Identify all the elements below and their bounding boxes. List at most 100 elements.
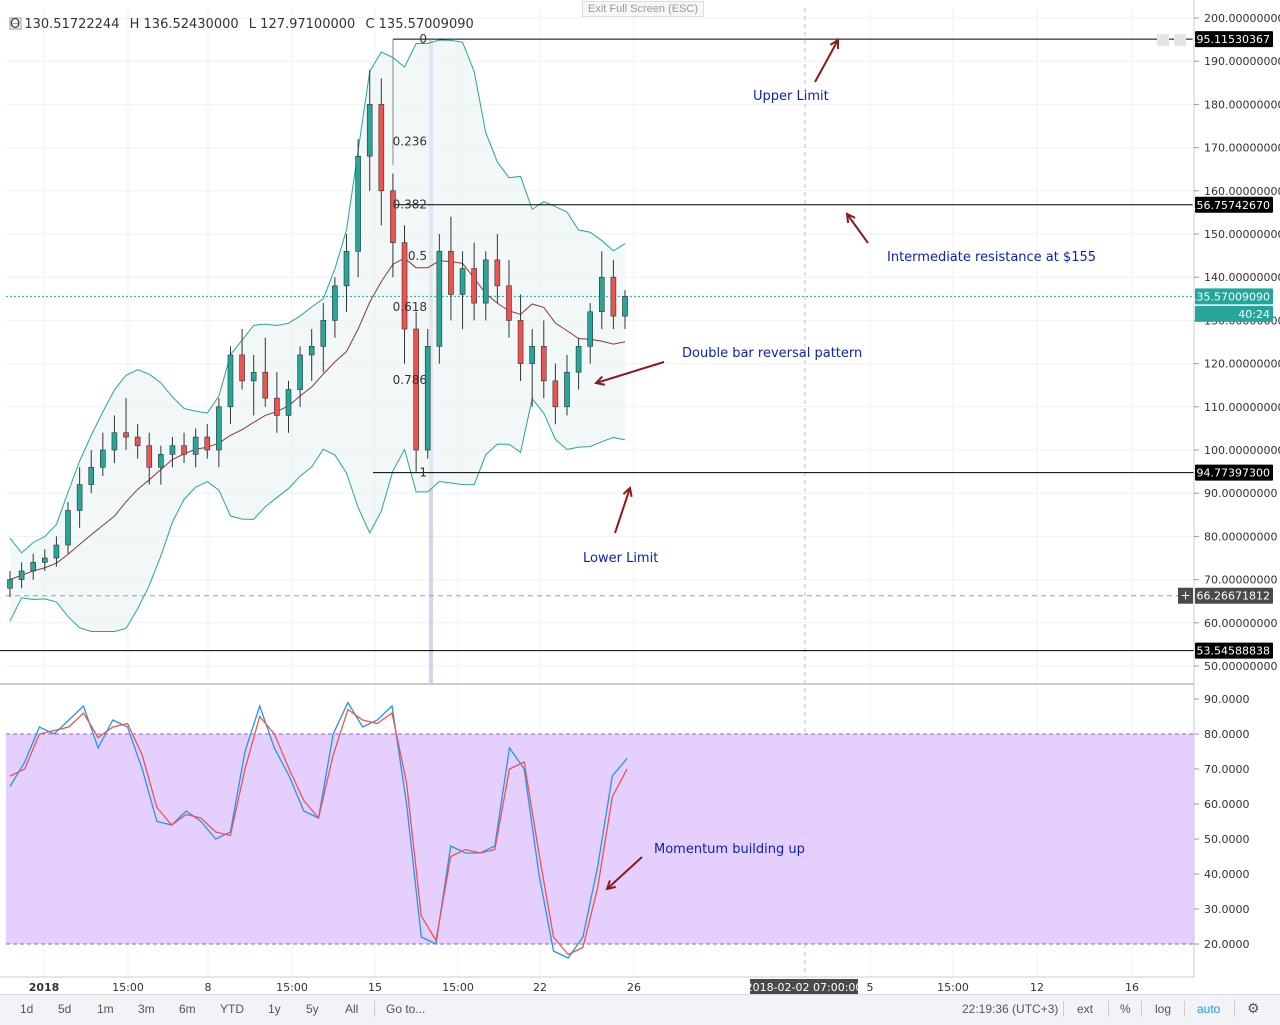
- candle-body: [552, 380, 559, 408]
- candle: [378, 78, 385, 226]
- candle: [30, 553, 37, 580]
- candle: [250, 354, 257, 416]
- ext-toggle[interactable]: ext: [1077, 1002, 1094, 1016]
- close-value: C 135.57009090: [365, 17, 474, 32]
- fib-level-label: 0.786: [393, 373, 427, 387]
- arrow-head: [845, 212, 856, 224]
- candle-body: [332, 285, 338, 321]
- fibonacci-retracement[interactable]: 0 0.236 0.382 0.5 0.618 0.786 1: [392, 32, 427, 480]
- candle-body: [366, 104, 373, 157]
- price-tick-label: 160.00000000: [1204, 185, 1280, 198]
- candle-body: [204, 436, 211, 451]
- candle-body: [285, 389, 292, 416]
- candle-body: [575, 346, 582, 373]
- price-tick-label: 190.00000000: [1204, 55, 1280, 68]
- candle: [181, 432, 187, 463]
- candle: [308, 329, 315, 381]
- candle: [88, 450, 95, 494]
- candle: [7, 570, 13, 597]
- range-5y-button[interactable]: 5y: [306, 1002, 319, 1016]
- clock-readout: 22:19:36 (UTC+3): [962, 1002, 1059, 1016]
- price-label-box: [1195, 196, 1273, 213]
- candle-body: [7, 579, 13, 589]
- candle: [366, 69, 373, 191]
- upper-limit-label: Upper Limit: [753, 89, 829, 104]
- range-1y-button[interactable]: 1y: [268, 1002, 281, 1016]
- oscillator-pane: [6, 701, 1194, 959]
- range-ytd-button[interactable]: YTD: [220, 1002, 244, 1016]
- range-5d-button[interactable]: 5d: [58, 1002, 72, 1016]
- time-axis-bg: [0, 977, 1194, 994]
- price-label-text: 66.26671812: [1197, 590, 1270, 603]
- toolbar-divider: [1063, 1001, 1064, 1017]
- candle-body: [30, 562, 37, 572]
- candle: [529, 329, 535, 407]
- goto-button[interactable]: Go to...: [386, 1002, 426, 1016]
- range-1d-button[interactable]: 1d: [20, 1002, 34, 1016]
- candle: [227, 346, 234, 425]
- axes: 200.00000000190.00000000180.00000000170.…: [0, 0, 1280, 994]
- candle-body: [42, 557, 48, 563]
- candle-body: [181, 445, 187, 455]
- candle-body: [413, 328, 419, 451]
- time-tick-label: 26: [627, 981, 641, 994]
- intermediate-resistance-label: Intermediate resistance at $155: [887, 250, 1096, 265]
- candle: [540, 320, 547, 399]
- time-tick-label: 15:00: [937, 981, 969, 994]
- candle: [622, 290, 628, 330]
- candle-body: [239, 354, 245, 382]
- osc-tick-label: 80.0000: [1204, 728, 1250, 741]
- candle: [216, 398, 222, 468]
- candle-body: [192, 436, 199, 455]
- bollinger-middle: [9, 257, 626, 581]
- candle-body: [540, 346, 547, 382]
- candle: [610, 259, 617, 330]
- candle: [65, 501, 71, 554]
- candle-body: [53, 544, 60, 559]
- candle-body: [424, 346, 431, 451]
- plus-icon: +: [1180, 589, 1190, 603]
- candle-body: [355, 155, 361, 252]
- range-6m-button[interactable]: 6m: [179, 1002, 196, 1016]
- exit-fullscreen-button[interactable]: Exit Full Screen (ESC): [582, 1, 705, 17]
- range-3m-button[interactable]: 3m: [138, 1002, 155, 1016]
- price-label-text: 195.11530367: [1190, 33, 1270, 46]
- chart-canvas[interactable]: 0 0.236 0.382 0.5 0.618 0.786 1 Upper Limit Int…: [0, 0, 1280, 994]
- candle: [204, 424, 211, 459]
- candle-body: [320, 320, 327, 347]
- candle: [146, 432, 153, 485]
- price-label-text: 156.75742670: [1190, 199, 1270, 212]
- open-value: O 130.51722244: [10, 17, 120, 32]
- percent-toggle[interactable]: %: [1120, 1002, 1131, 1016]
- bollinger-lower: [9, 397, 626, 632]
- candle-body: [111, 432, 118, 451]
- candle-body: [506, 285, 512, 321]
- auto-toggle[interactable]: auto: [1197, 1002, 1221, 1016]
- candle: [552, 363, 559, 425]
- osc-tick-label: 60.0000: [1204, 798, 1250, 811]
- candle: [262, 337, 269, 407]
- arrow-head: [622, 486, 633, 498]
- price-tick-label: 70.00000000: [1204, 574, 1277, 587]
- candle: [42, 549, 48, 571]
- range-all-button[interactable]: All: [345, 1002, 359, 1016]
- candle-body: [587, 311, 593, 347]
- candle-body: [482, 259, 489, 304]
- price-label-box: [1195, 642, 1273, 659]
- settings-gear-icon[interactable]: ⚙: [1247, 1000, 1260, 1016]
- price-label-text: 135.57009090: [1190, 290, 1270, 303]
- candle: [285, 380, 292, 433]
- lower-limit-label: Lower Limit: [583, 551, 658, 566]
- candle: [471, 242, 477, 321]
- candle-body: [169, 445, 176, 455]
- osc-tick-label: 90.0000: [1204, 693, 1250, 706]
- range-1m-button[interactable]: 1m: [97, 1002, 114, 1016]
- toolbar-divider: [1108, 1001, 1109, 1017]
- candle-body: [134, 436, 141, 446]
- price-label-text: 94.77397300: [1197, 467, 1270, 480]
- osc-tick-label: 30.0000: [1204, 903, 1250, 916]
- log-toggle[interactable]: log: [1155, 1002, 1172, 1016]
- candle: [506, 259, 512, 338]
- candle-body: [378, 104, 385, 192]
- candle: [100, 432, 106, 476]
